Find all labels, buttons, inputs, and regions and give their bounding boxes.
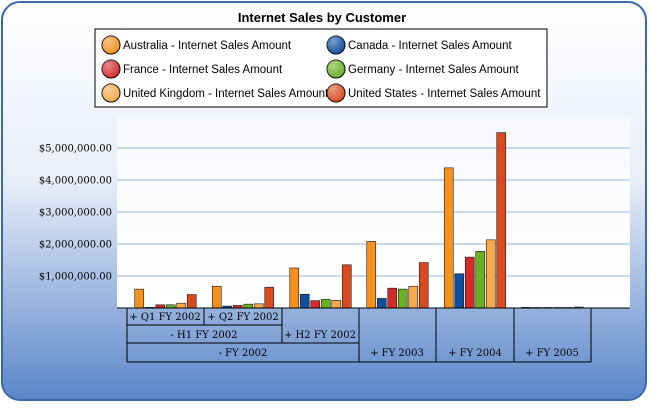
- bar-united-kingdom-h2-fy-2002[interactable]: [331, 300, 342, 309]
- bar-united-kingdom-fy-2004[interactable]: [485, 239, 496, 309]
- legend-item-united-kingdom-internet-sales-amount: United Kingdom - Internet Sales Amount: [101, 83, 329, 103]
- x-category-label: + FY 2003: [370, 348, 424, 359]
- legend-label: Canada - Internet Sales Amount: [348, 40, 512, 52]
- legend-item-germany-internet-sales-amount: Germany - Internet Sales Amount: [326, 59, 519, 79]
- bar-australia-fy-2004[interactable]: [443, 167, 454, 309]
- bar-germany-h2-fy-2002[interactable]: [320, 299, 331, 309]
- bar-united-states-fy-2004[interactable]: [496, 132, 507, 309]
- y-tick-label: $3,000,000.00: [39, 208, 112, 219]
- y-tick-label: $2,000,000.00: [39, 240, 112, 251]
- x-group-label: - FY 2002: [219, 348, 268, 359]
- bar-united-states-q1-fy-2002[interactable]: [186, 294, 197, 309]
- legend-item-australia-internet-sales-amount: Australia - Internet Sales Amount: [101, 35, 292, 55]
- y-tick-label: $5,000,000.00: [39, 144, 112, 155]
- legend-label: France - Internet Sales Amount: [123, 64, 283, 76]
- bar-united-states-fy-2003[interactable]: [418, 262, 429, 309]
- bar-united-kingdom-fy-2003[interactable]: [408, 285, 419, 309]
- x-axis: + Q1 FY 2002 + Q2 FY 2002 - H1 FY 2002 + H2…: [126, 308, 592, 363]
- legend-item-france-internet-sales-amount: France - Internet Sales Amount: [101, 59, 283, 79]
- bar-germany-fy-2004[interactable]: [475, 251, 486, 309]
- legend-marker-shine: [102, 36, 120, 54]
- y-tick-label: $1,000,000.00: [39, 272, 112, 283]
- legend-item-united-states-internet-sales-amount: United States - Internet Sales Amount: [326, 83, 541, 103]
- legend-marker-shine: [327, 84, 345, 102]
- bar-france-fy-2004[interactable]: [464, 256, 475, 309]
- chart-title: Internet Sales by Customer: [238, 10, 406, 25]
- bar-canada-h2-fy-2002[interactable]: [299, 293, 310, 309]
- legend-label: United States - Internet Sales Amount: [348, 88, 541, 100]
- x-category-label: + FY 2004: [448, 348, 502, 359]
- x-category-label: + Q2 FY 2002: [207, 312, 278, 323]
- legend-marker-shine: [102, 60, 120, 78]
- legend: Australia - Internet Sales Amount Canada …: [101, 35, 541, 103]
- bar-united-kingdom-q1-fy-2002[interactable]: [176, 302, 187, 309]
- legend-marker-shine: [102, 84, 120, 102]
- x-group-label: - H1 FY 2002: [171, 330, 238, 341]
- bar-australia-h2-fy-2002[interactable]: [289, 267, 300, 309]
- legend-marker-shine: [327, 36, 345, 54]
- bar-united-kingdom-q2-fy-2002[interactable]: [253, 303, 264, 309]
- bar-france-fy-2003[interactable]: [387, 287, 398, 309]
- legend-label: Germany - Internet Sales Amount: [348, 64, 519, 76]
- x-category-label: + FY 2005: [525, 348, 579, 359]
- bar-united-states-h2-fy-2002[interactable]: [341, 264, 352, 309]
- y-tick-label: $4,000,000.00: [39, 176, 112, 187]
- bar-germany-fy-2003[interactable]: [397, 288, 408, 309]
- legend-marker-shine: [327, 60, 345, 78]
- bar-australia-fy-2003[interactable]: [366, 241, 377, 309]
- bar-canada-fy-2004[interactable]: [454, 273, 465, 309]
- legend-label: Australia - Internet Sales Amount: [123, 40, 292, 52]
- bar-australia-q2-fy-2002[interactable]: [211, 285, 222, 309]
- bar-united-states-q2-fy-2002[interactable]: [264, 286, 275, 309]
- bar-france-h2-fy-2002[interactable]: [310, 300, 321, 309]
- bar-australia-q1-fy-2002[interactable]: [134, 288, 145, 309]
- bar-germany-q2-fy-2002[interactable]: [243, 303, 254, 309]
- legend-label: United Kingdom - Internet Sales Amount: [123, 88, 329, 100]
- y-axis: $1,000,000.00 $2,000,000.00 $3,000,000.00 $…: [39, 144, 112, 283]
- bar-canada-fy-2003[interactable]: [376, 298, 387, 309]
- legend-item-canada-internet-sales-amount: Canada - Internet Sales Amount: [326, 35, 512, 55]
- x-category-label: + Q1 FY 2002: [129, 312, 200, 323]
- legend-box: [94, 28, 548, 108]
- gridlines: [117, 147, 630, 277]
- x-category-label: + H2 FY 2002: [284, 330, 356, 341]
